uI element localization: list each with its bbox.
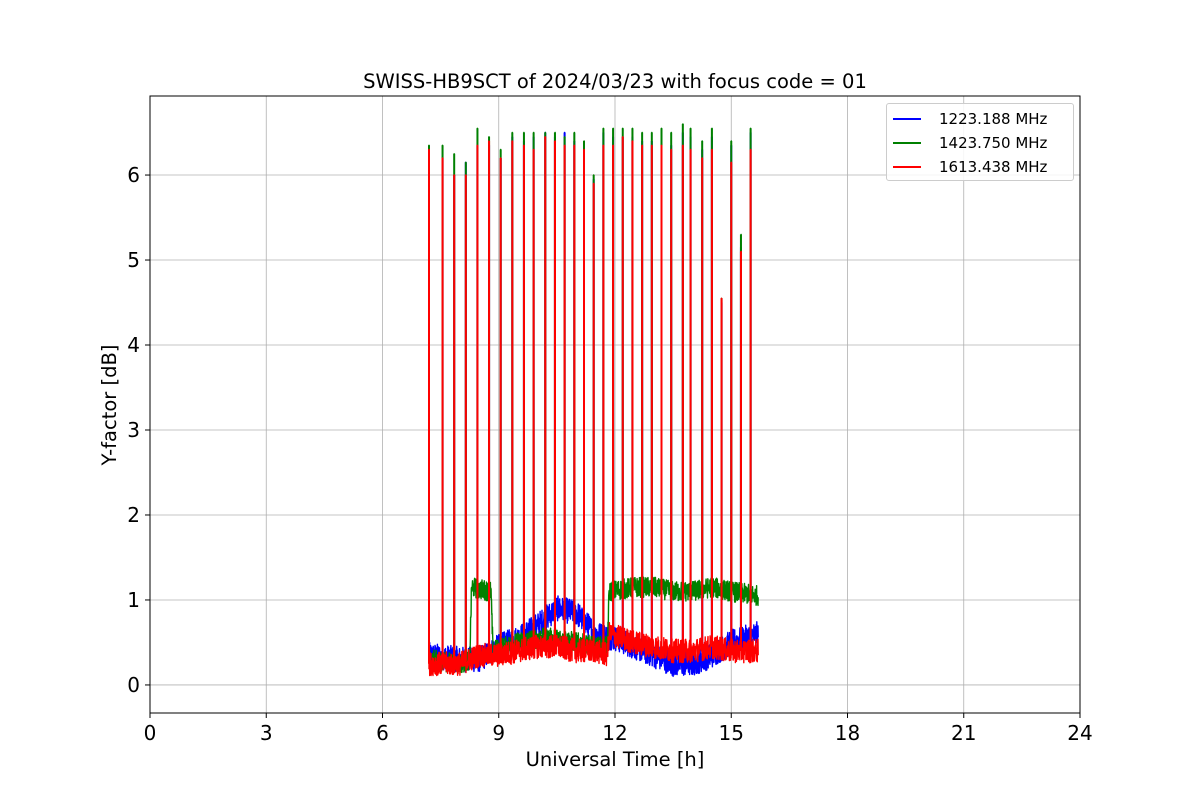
x-axis-label: Universal Time [h] [526, 748, 705, 771]
y-tick-label: 4 [127, 333, 140, 357]
x-tick-label: 21 [951, 721, 976, 745]
legend-item-series-2: 1423.750 MHz [887, 132, 1073, 154]
series-2-line [428, 123, 759, 674]
legend-swatch-series-1 [893, 118, 921, 120]
legend-swatch-series-2 [893, 142, 921, 144]
x-tick-label: 0 [144, 721, 157, 745]
series-3-line [428, 136, 759, 677]
legend-swatch-series-3 [893, 166, 921, 168]
y-axis-label: Y-factor [dB] [98, 345, 121, 467]
x-tick-label: 3 [260, 721, 273, 745]
legend-item-series-1: 1223.188 MHz [887, 108, 1073, 130]
y-tick-label: 0 [127, 673, 140, 697]
y-tick-label: 6 [127, 163, 140, 187]
chart-title: SWISS-HB9SCT of 2024/03/23 with focus co… [363, 70, 867, 93]
x-tick-label: 24 [1067, 721, 1092, 745]
legend-label-series-3: 1613.438 MHz [939, 158, 1048, 176]
series-layer [428, 123, 759, 678]
y-tick-label: 3 [127, 418, 140, 442]
legend-label-series-1: 1223.188 MHz [939, 110, 1048, 128]
series-3 [428, 136, 759, 677]
x-tick-label: 6 [376, 721, 389, 745]
x-tick-label: 15 [719, 721, 744, 745]
legend: 1223.188 MHz 1423.750 MHz 1613.438 MHz [886, 103, 1074, 181]
x-tick-label: 12 [602, 721, 627, 745]
legend-item-series-3: 1613.438 MHz [887, 156, 1073, 178]
legend-label-series-2: 1423.750 MHz [939, 134, 1048, 152]
y-tick-label: 2 [127, 503, 140, 527]
x-tick-label: 18 [835, 721, 860, 745]
y-tick-label: 1 [127, 588, 140, 612]
x-tick-label: 9 [492, 721, 505, 745]
y-tick-label: 5 [127, 248, 140, 272]
